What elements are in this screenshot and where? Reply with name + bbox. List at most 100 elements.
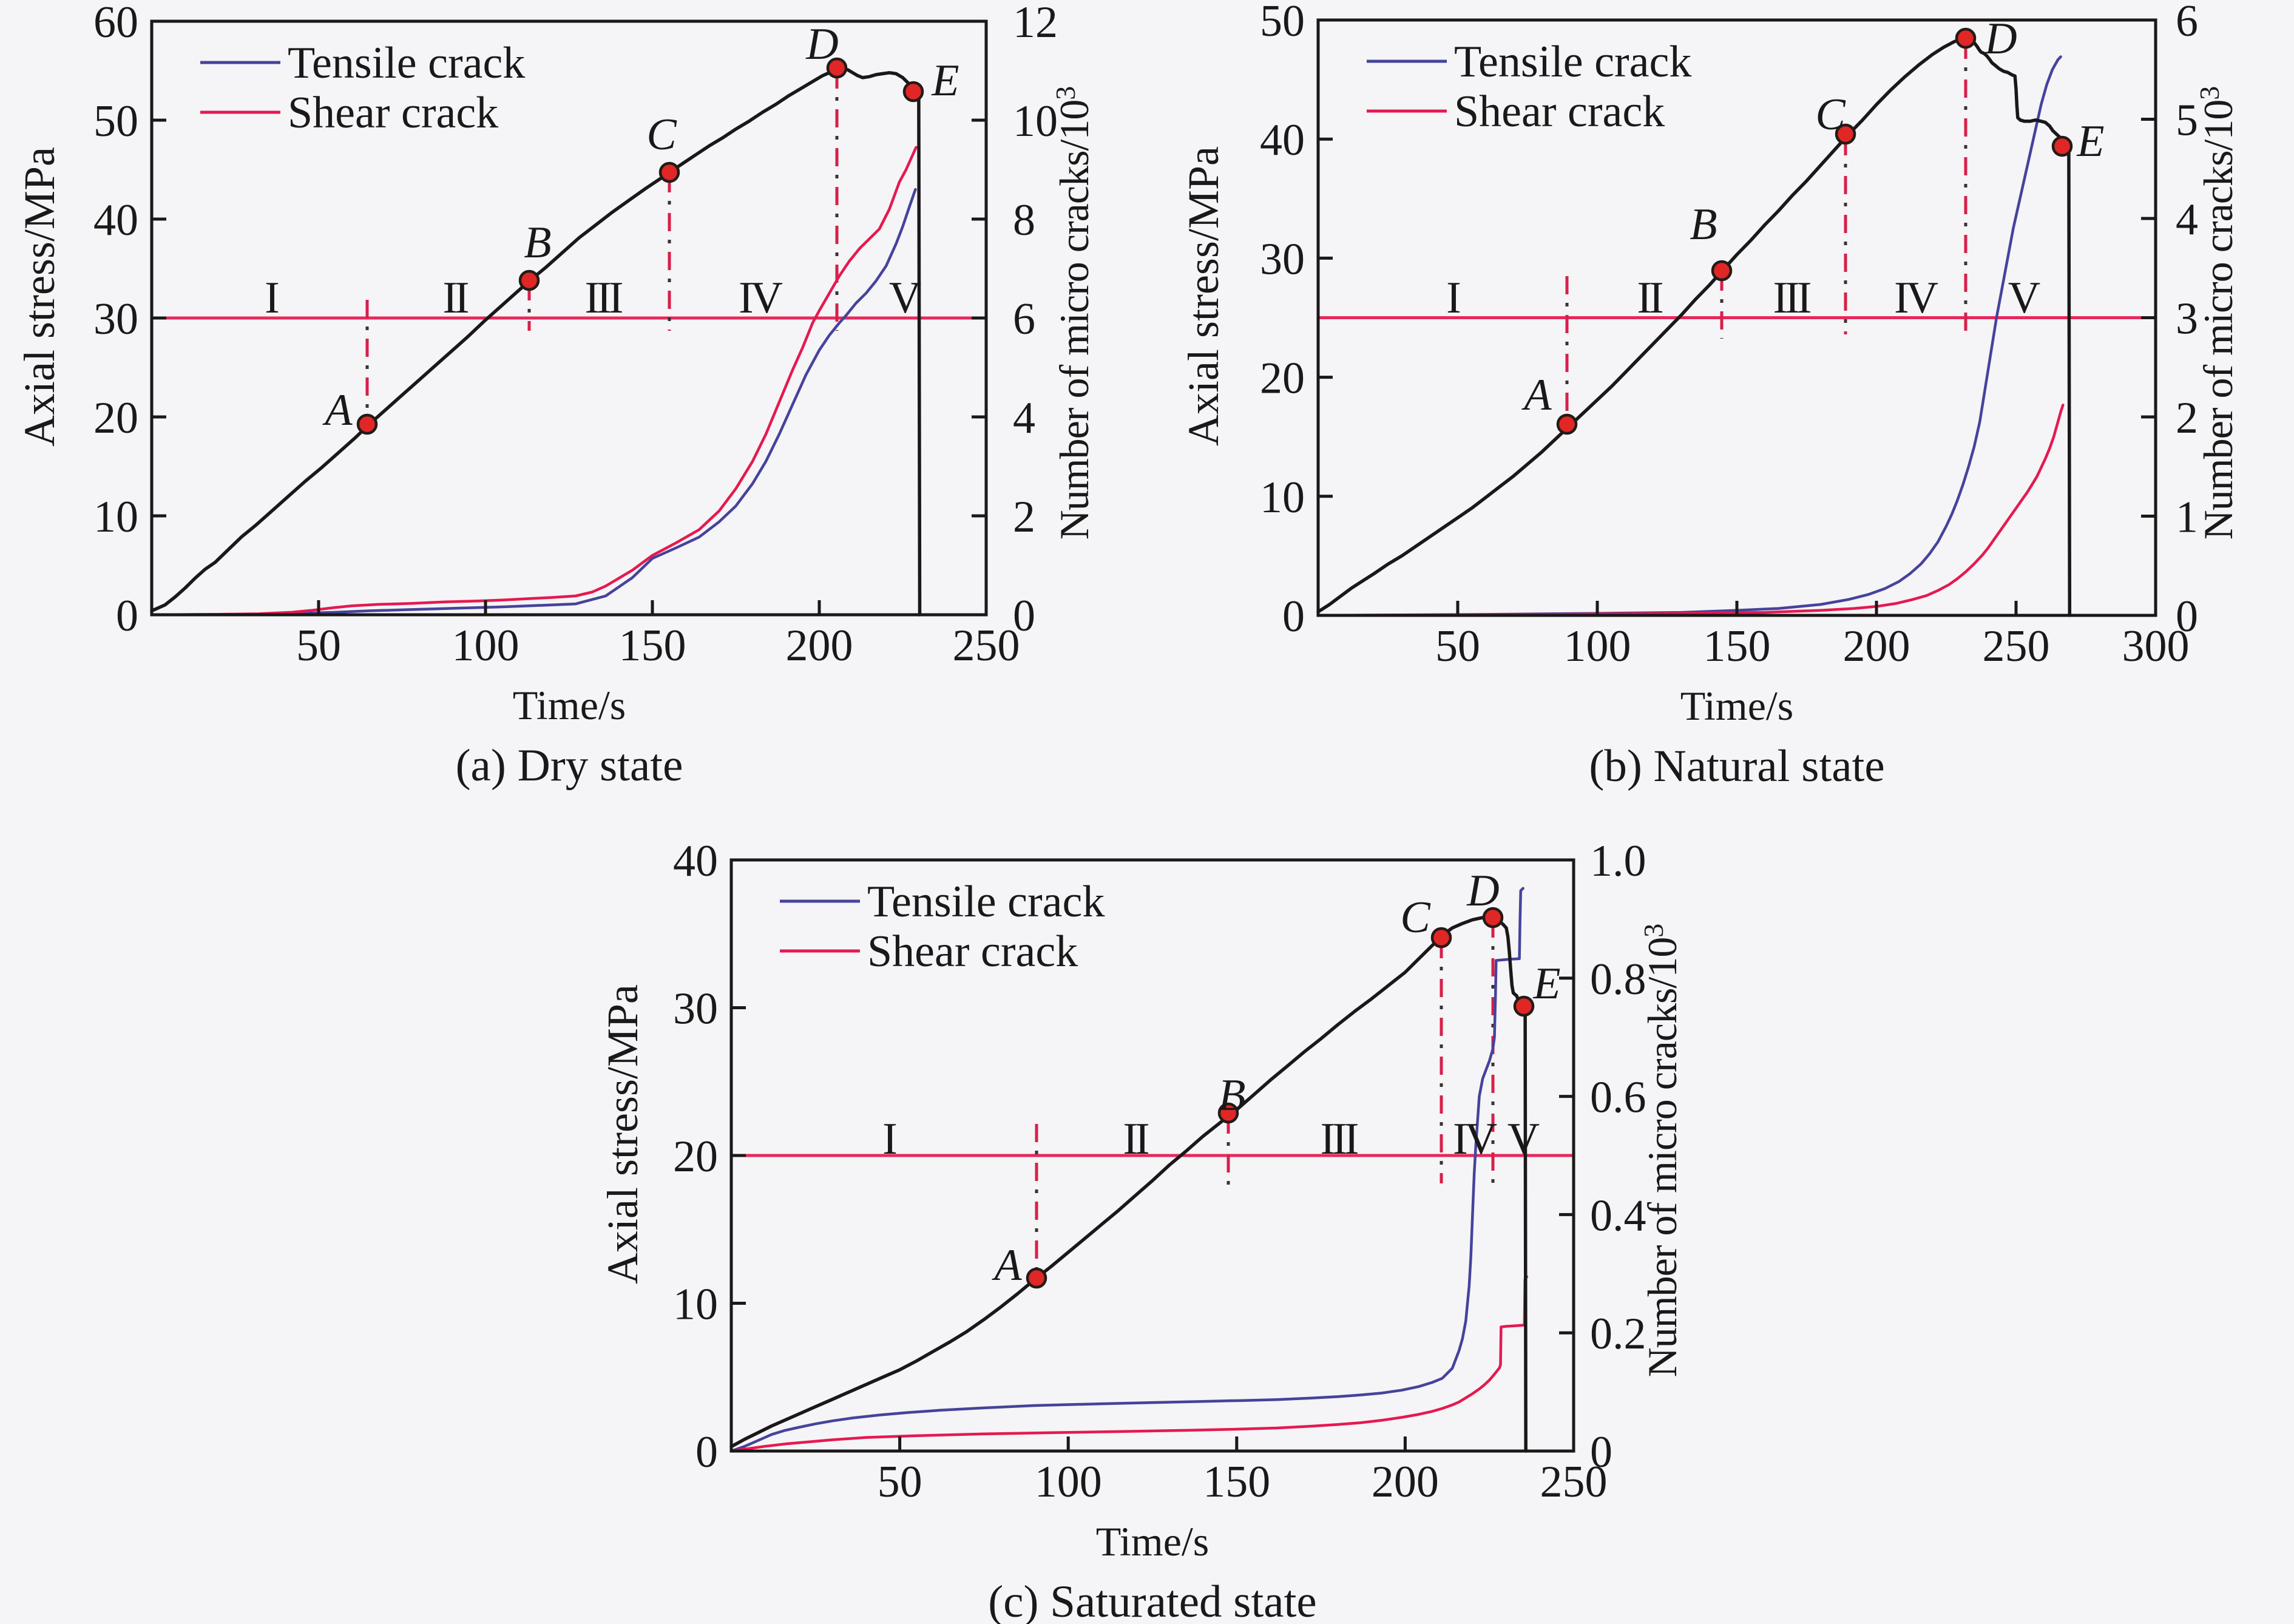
svg-text:II: II	[1123, 1114, 1149, 1164]
svg-text:40: 40	[93, 195, 138, 245]
svg-text:100: 100	[1564, 621, 1631, 671]
svg-text:Shear crack: Shear crack	[867, 927, 1078, 976]
svg-text:I: I	[882, 1114, 896, 1164]
svg-text:I: I	[265, 273, 279, 323]
svg-text:150: 150	[619, 621, 686, 671]
svg-text:Axial stress/MPa: Axial stress/MPa	[1179, 146, 1228, 446]
svg-text:100: 100	[452, 621, 519, 671]
svg-text:4: 4	[1013, 393, 1035, 443]
svg-text:30: 30	[1260, 234, 1305, 284]
svg-text:III: III	[1321, 1114, 1358, 1164]
svg-text:20: 20	[673, 1132, 718, 1182]
svg-text:(a) Dry state: (a) Dry state	[456, 740, 683, 791]
svg-text:0: 0	[695, 1427, 718, 1477]
svg-text:2: 2	[2176, 393, 2198, 443]
svg-text:II: II	[442, 273, 469, 323]
svg-text:Shear crack: Shear crack	[288, 88, 498, 138]
svg-text:B: B	[1218, 1071, 1245, 1120]
svg-text:II: II	[1637, 273, 1663, 323]
svg-text:0.6: 0.6	[1590, 1073, 1646, 1123]
svg-text:10: 10	[1260, 473, 1305, 523]
svg-text:0: 0	[1282, 592, 1305, 641]
svg-text:250: 250	[1983, 621, 2050, 671]
svg-text:60: 60	[93, 0, 138, 47]
svg-text:12: 12	[1013, 0, 1058, 47]
svg-text:0: 0	[2176, 592, 2198, 641]
svg-text:50: 50	[878, 1457, 922, 1507]
svg-text:0: 0	[116, 591, 138, 641]
svg-text:C: C	[646, 110, 677, 160]
svg-text:Time/s: Time/s	[1680, 683, 1793, 729]
svg-text:250: 250	[953, 621, 1020, 671]
svg-text:III: III	[585, 273, 623, 323]
svg-text:B: B	[1690, 200, 1717, 249]
svg-text:B: B	[524, 218, 551, 268]
svg-text:IV: IV	[1453, 1114, 1497, 1164]
svg-text:A: A	[1521, 370, 1552, 420]
svg-text:1: 1	[2176, 493, 2198, 543]
svg-text:IV: IV	[1894, 273, 1938, 323]
svg-text:5: 5	[2176, 96, 2198, 146]
svg-text:3: 3	[2176, 294, 2198, 344]
svg-text:E: E	[2076, 117, 2104, 166]
svg-text:1.0: 1.0	[1590, 836, 1646, 886]
svg-text:I: I	[1446, 273, 1460, 323]
svg-text:D: D	[805, 19, 838, 69]
svg-text:0: 0	[1590, 1427, 1612, 1477]
svg-text:20: 20	[93, 393, 138, 443]
svg-text:Axial stress/MPa: Axial stress/MPa	[598, 984, 647, 1284]
svg-text:10: 10	[673, 1280, 718, 1330]
svg-text:250: 250	[1540, 1457, 1608, 1507]
svg-text:150: 150	[1704, 621, 1771, 671]
svg-text:Number of micro cracks/103: Number of micro cracks/103	[1050, 87, 1097, 540]
svg-text:Number of micro cracks/103: Number of micro cracks/103	[1638, 924, 1685, 1378]
svg-text:C: C	[1815, 90, 1846, 140]
svg-text:50: 50	[296, 621, 341, 671]
svg-text:IV: IV	[739, 273, 783, 323]
svg-text:150: 150	[1203, 1457, 1270, 1507]
svg-text:200: 200	[1843, 621, 1910, 671]
svg-text:Shear crack: Shear crack	[1454, 87, 1665, 137]
svg-text:0.8: 0.8	[1590, 955, 1646, 1004]
svg-text:V: V	[1507, 1114, 1540, 1164]
svg-text:2: 2	[1013, 492, 1035, 542]
svg-text:30: 30	[673, 984, 718, 1034]
svg-text:50: 50	[93, 96, 138, 146]
svg-text:C: C	[1400, 893, 1431, 942]
svg-text:20: 20	[1260, 354, 1305, 404]
svg-text:(b) Natural state: (b) Natural state	[1589, 741, 1884, 791]
svg-text:300: 300	[2122, 621, 2190, 671]
svg-text:10: 10	[1013, 96, 1058, 146]
svg-text:8: 8	[1013, 195, 1035, 245]
svg-text:40: 40	[673, 836, 718, 886]
svg-text:A: A	[322, 385, 353, 435]
svg-text:Tensile crack: Tensile crack	[867, 877, 1105, 927]
svg-text:Time/s: Time/s	[1096, 1518, 1209, 1565]
svg-text:D: D	[1466, 866, 1499, 916]
svg-text:Tensile crack: Tensile crack	[1454, 37, 1691, 87]
svg-text:50: 50	[1260, 0, 1305, 46]
svg-text:0: 0	[1013, 591, 1035, 641]
svg-text:200: 200	[786, 621, 853, 671]
svg-text:E: E	[1532, 959, 1560, 1009]
svg-text:0.4: 0.4	[1590, 1191, 1646, 1240]
svg-text:D: D	[1984, 14, 2017, 64]
svg-text:10: 10	[93, 492, 138, 542]
svg-text:Number of micro cracks/103: Number of micro cracks/103	[2194, 87, 2241, 540]
svg-text:E: E	[931, 56, 959, 106]
svg-text:(c) Saturated state: (c) Saturated state	[988, 1577, 1316, 1624]
svg-text:50: 50	[1435, 621, 1480, 671]
svg-text:200: 200	[1372, 1457, 1439, 1507]
svg-text:V: V	[2008, 273, 2040, 323]
svg-text:100: 100	[1035, 1457, 1102, 1507]
svg-text:6: 6	[2176, 0, 2198, 46]
svg-text:Tensile crack: Tensile crack	[288, 38, 525, 88]
svg-text:Axial stress/MPa: Axial stress/MPa	[15, 147, 64, 447]
svg-text:4: 4	[2176, 195, 2198, 245]
svg-text:III: III	[1773, 273, 1811, 323]
svg-text:30: 30	[93, 294, 138, 344]
svg-text:6: 6	[1013, 294, 1035, 344]
svg-text:40: 40	[1260, 115, 1305, 165]
svg-text:Time/s: Time/s	[513, 682, 626, 728]
svg-text:A: A	[991, 1240, 1022, 1290]
